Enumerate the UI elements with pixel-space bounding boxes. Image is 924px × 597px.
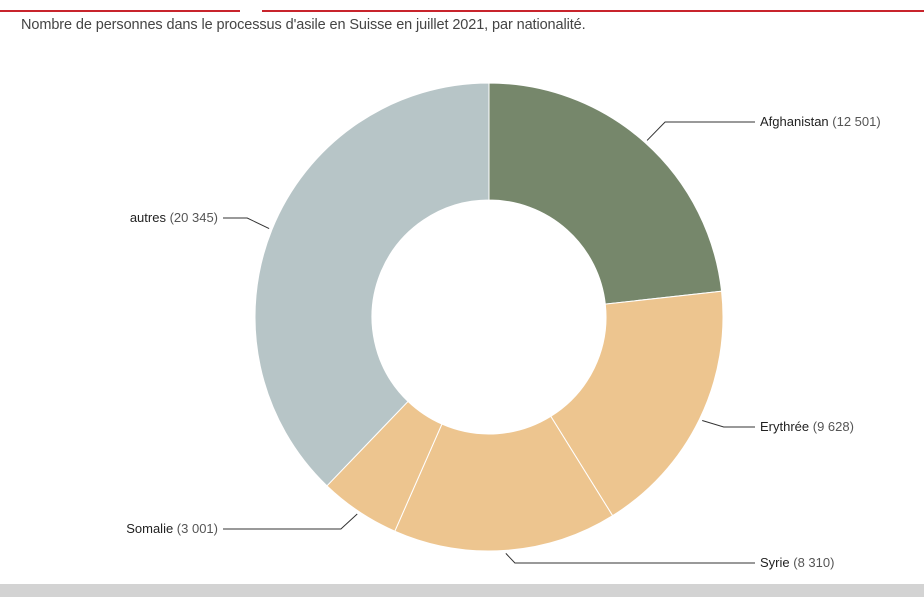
chart-subtitle: Nombre de personnes dans le processus d'… bbox=[21, 17, 586, 33]
label-afghanistan: Afghanistan (12 501) bbox=[760, 114, 881, 129]
footer-bar bbox=[0, 584, 924, 597]
slice-autres bbox=[254, 82, 490, 487]
leader-line-autres bbox=[223, 217, 270, 230]
header-rule-left bbox=[0, 10, 240, 12]
leader-line-somalie bbox=[223, 513, 358, 530]
leader-line-syrie bbox=[505, 553, 755, 564]
leader-line-afghanistan bbox=[646, 121, 755, 141]
label-syrie: Syrie (8 310) bbox=[760, 555, 834, 570]
label-autres: autres (20 345) bbox=[130, 210, 218, 225]
leader-line-erythree bbox=[702, 420, 755, 428]
slice-syrie bbox=[394, 415, 614, 552]
label-somalie: Somalie (3 001) bbox=[126, 521, 218, 536]
slice-erythree bbox=[550, 290, 724, 517]
header-rule-right bbox=[262, 10, 924, 12]
label-erythree: Erythrée (9 628) bbox=[760, 419, 854, 434]
slice-afghanistan bbox=[488, 82, 723, 305]
